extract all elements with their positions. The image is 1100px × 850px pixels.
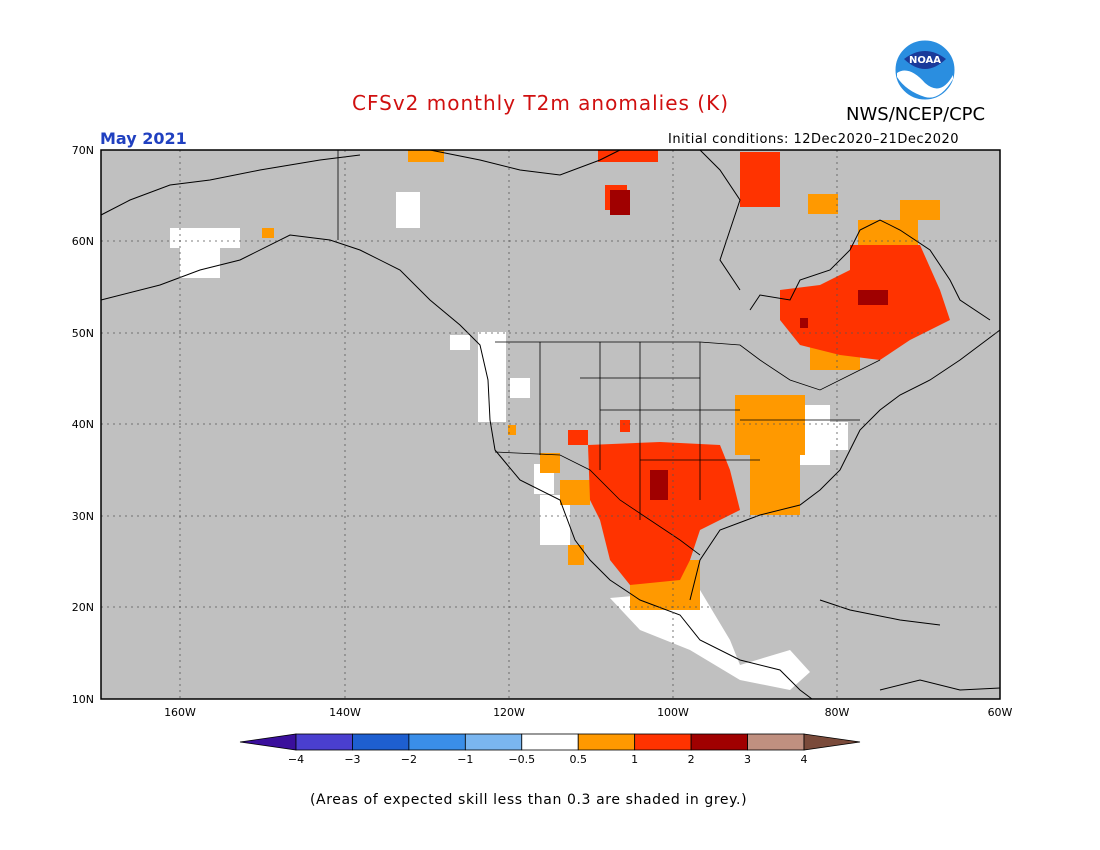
colorbar-label: −3 (344, 753, 360, 766)
colorbar-label: −4 (288, 753, 304, 766)
y-tick: 10N (72, 693, 94, 706)
y-tick: 50N (72, 327, 94, 340)
colorbar-label: 0.5 (569, 753, 587, 766)
political-borders (337, 150, 881, 556)
initial-conditions: Initial conditions: 12Dec2020–21Dec2020 (668, 132, 960, 147)
y-axis-ticks: 70N 60N 50N 40N 30N 20N 10N (72, 144, 94, 706)
footnote: (Areas of expected skill less than 0.3 a… (310, 792, 748, 808)
colorbar-label: 4 (801, 753, 808, 766)
colorbar-label: 3 (744, 753, 751, 766)
colorbar-swatch (747, 733, 805, 751)
y-tick: 20N (72, 601, 94, 614)
anomaly-regions (170, 150, 950, 690)
agency-label: NWS/NCEP/CPC (846, 104, 986, 125)
logo-text: NOAA (909, 55, 941, 66)
gridlines (101, 150, 1000, 699)
x-axis-ticks: 160W 140W 120W 100W 80W 60W (164, 706, 1012, 719)
colorbar-label: −2 (401, 753, 417, 766)
map-title: CFSv2 monthly T2m anomalies (K) (352, 91, 729, 115)
colorbar-arrow-high (803, 733, 861, 751)
x-tick: 140W (329, 706, 361, 719)
colorbar-swatch (634, 733, 692, 751)
colorbar-label: −1 (457, 753, 473, 766)
y-tick: 40N (72, 418, 94, 431)
y-tick: 30N (72, 510, 94, 523)
colorbar-label: −0.5 (508, 753, 535, 766)
colorbar-swatch (464, 733, 523, 751)
colorbar-swatch (295, 733, 353, 751)
colorbar-swatch (690, 733, 748, 751)
coastlines (100, 149, 1001, 700)
x-tick: 120W (493, 706, 525, 719)
x-tick: 80W (825, 706, 850, 719)
colorbar-swatch (521, 733, 579, 751)
y-tick: 70N (72, 144, 94, 157)
map-frame (100, 149, 1001, 700)
noaa-logo-icon: NOAA (894, 39, 956, 101)
colorbar-arrow-low (239, 733, 297, 751)
x-tick: 160W (164, 706, 196, 719)
colorbar-swatch (352, 733, 410, 751)
y-tick: 60N (72, 235, 94, 248)
colorbar-label: 2 (688, 753, 695, 766)
colorbar-swatch (577, 733, 636, 751)
x-tick: 100W (657, 706, 689, 719)
colorbar-swatch (408, 733, 466, 751)
colorbar: −4 −3 −2 −1 −0.5 0.5 1 2 3 4 (239, 733, 861, 766)
map-background (101, 150, 1000, 699)
colorbar-label: 1 (631, 753, 638, 766)
forecast-month: May 2021 (100, 129, 187, 148)
x-tick: 60W (988, 706, 1013, 719)
